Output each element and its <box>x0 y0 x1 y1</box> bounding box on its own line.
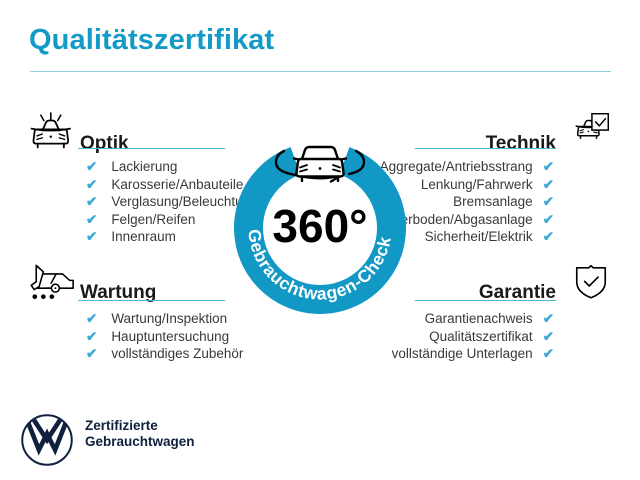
svg-text:360°: 360° <box>272 200 367 252</box>
